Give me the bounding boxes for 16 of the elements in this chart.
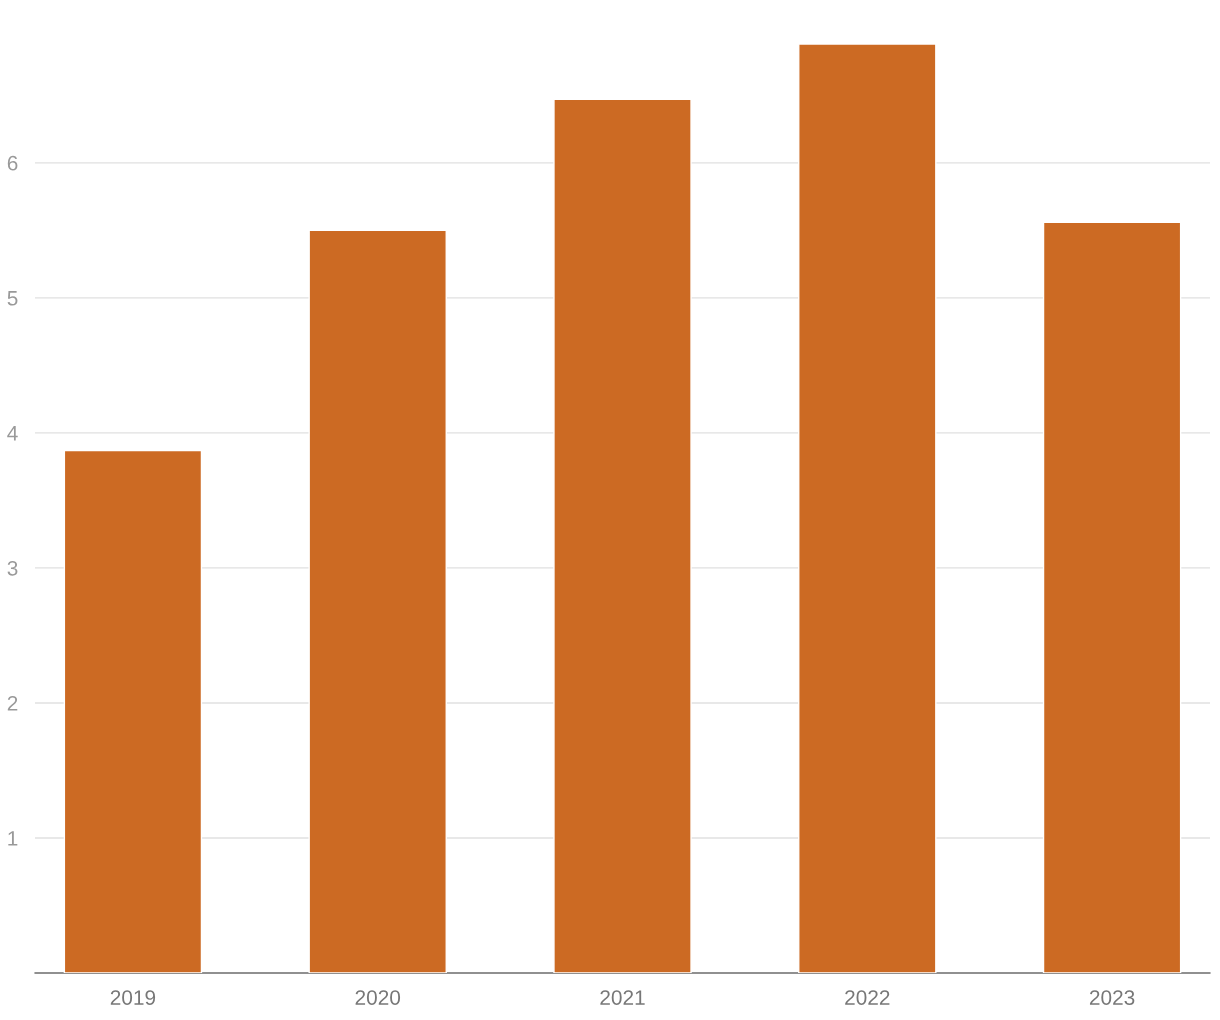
y-tick-label: 4 — [7, 426, 18, 441]
bar — [308, 229, 447, 973]
y-tick-label: 6 — [7, 155, 18, 171]
x-tick-label: 2022 — [845, 990, 890, 1005]
bar — [1042, 221, 1182, 973]
y-tick-label: 5 — [7, 291, 18, 306]
x-tick-label: 2023 — [1089, 990, 1135, 1005]
bar — [63, 449, 203, 973]
x-tick-label: 2020 — [355, 990, 401, 1005]
y-tick-label: 1 — [8, 831, 18, 846]
y-tick-label: 2 — [7, 695, 18, 711]
x-tick-label: 2019 — [110, 990, 156, 1005]
y-tick-label: 3 — [7, 560, 18, 576]
bar — [553, 98, 692, 973]
bar — [798, 44, 937, 973]
x-tick-label: 2021 — [600, 990, 645, 1005]
